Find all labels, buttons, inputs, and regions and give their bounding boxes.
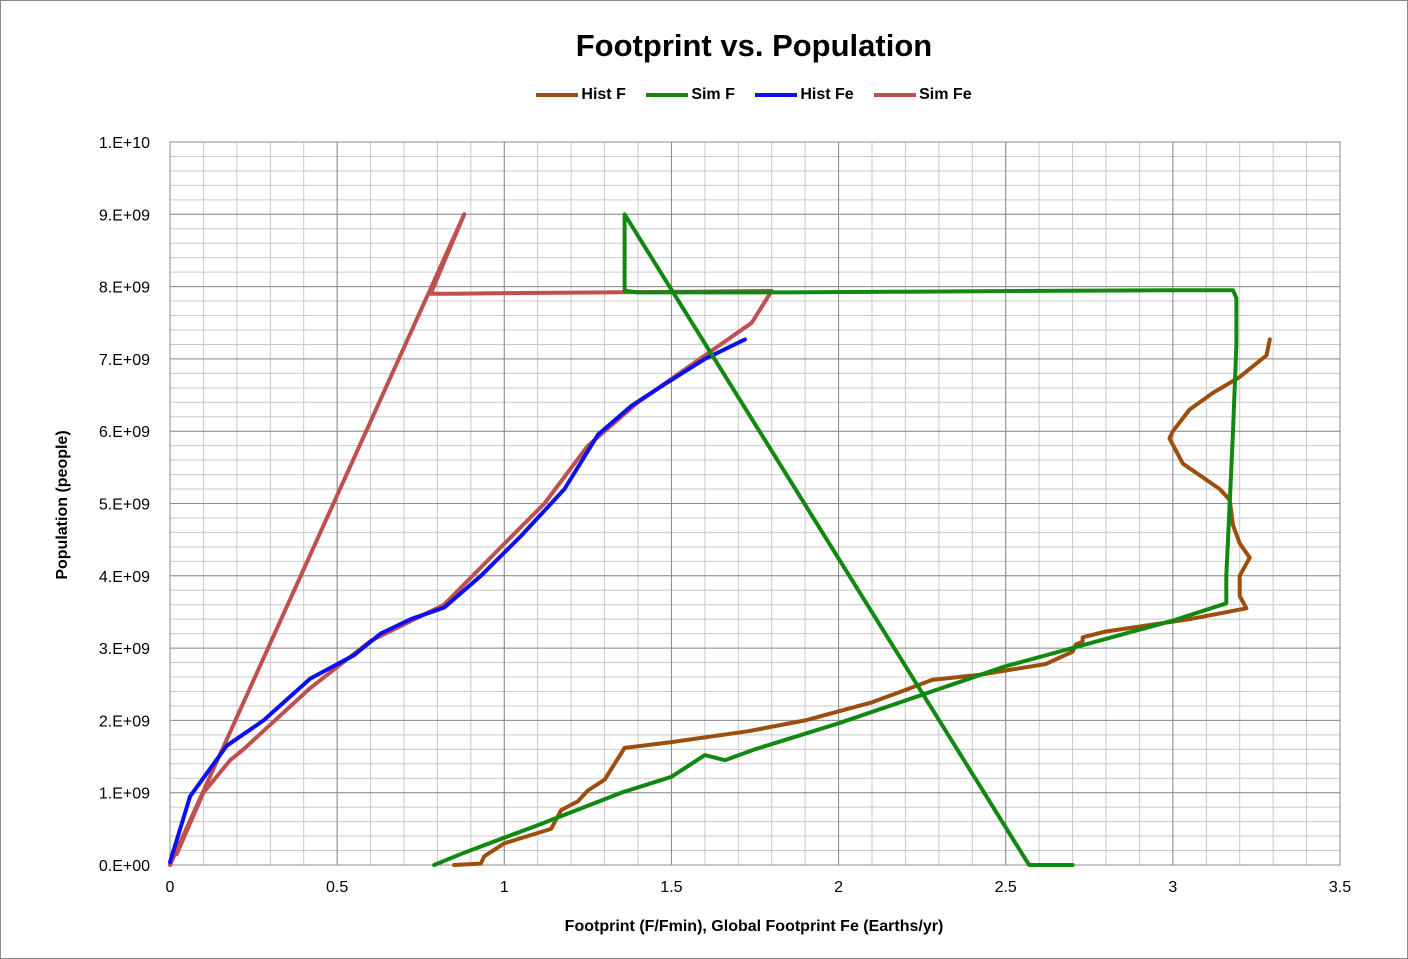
- legend-swatch-hist-f: [536, 92, 579, 97]
- y-tick-label: 5.E+09: [99, 497, 150, 514]
- x-tick-label: 0.5: [326, 879, 348, 896]
- y-tick-label: 4.E+09: [99, 569, 150, 586]
- y-tick-label: 8.E+09: [99, 280, 150, 297]
- legend-swatch-sim-fe: [874, 92, 917, 97]
- legend-item-sim-f: Sim F: [646, 86, 735, 104]
- legend-label-sim-f: Sim F: [691, 86, 735, 103]
- x-tick-label: 1: [500, 879, 509, 896]
- x-tick-label: 3: [1168, 879, 1177, 896]
- legend-item-hist-fe: Hist Fe: [755, 86, 854, 104]
- y-tick-label: 6.E+09: [99, 424, 150, 441]
- y-tick-label: 7.E+09: [99, 352, 150, 369]
- y-tick-label: 1.E+10: [99, 135, 150, 152]
- legend-item-hist-f: Hist F: [536, 86, 626, 104]
- series-layer: [168, 212, 1272, 867]
- grid-major: [169, 141, 1341, 866]
- legend-item-sim-fe: Sim Fe: [874, 86, 972, 104]
- x-axis-title: Footprint (F/Fmin), Global Footprint Fe …: [565, 918, 944, 935]
- series-line-sim-f: [432, 212, 1239, 867]
- x-tick-label: 0: [166, 879, 175, 896]
- series-line-hist-f: [452, 337, 1272, 867]
- y-tick-label: 9.E+09: [99, 207, 150, 224]
- legend-label-hist-f: Hist F: [581, 86, 626, 103]
- legend-label-sim-fe: Sim Fe: [919, 86, 972, 103]
- series-line-sim-fe-extra: [168, 212, 467, 867]
- y-tick-label: 3.E+09: [99, 641, 150, 658]
- y-axis-title: Population (people): [54, 430, 71, 579]
- y-tick-label: 0.E+00: [99, 858, 150, 875]
- x-tick-label: 3.5: [1329, 879, 1351, 896]
- chart-legend: Hist F Sim F Hist Fe Sim Fe: [0, 86, 1408, 104]
- legend-swatch-sim-f: [646, 92, 689, 97]
- x-axis-ticks: 0 0.5 1 1.5 2 2.5 3 3.5: [166, 879, 1352, 896]
- plot-border: [169, 141, 1341, 866]
- legend-swatch-hist-fe: [755, 92, 798, 97]
- x-tick-label: 2.5: [995, 879, 1017, 896]
- legend-label-hist-fe: Hist Fe: [800, 86, 854, 103]
- series-line-hist-fe: [168, 337, 747, 865]
- y-tick-label: 2.E+09: [99, 713, 150, 730]
- y-tick-label: 1.E+09: [99, 786, 150, 803]
- y-axis-ticks: 0.E+00 1.E+09 2.E+09 3.E+09 4.E+09 5.E+09 6.E+…: [99, 135, 150, 875]
- x-tick-label: 1.5: [660, 879, 682, 896]
- x-tick-label: 2: [834, 879, 843, 896]
- chart-title: Footprint vs. Population: [575, 28, 933, 63]
